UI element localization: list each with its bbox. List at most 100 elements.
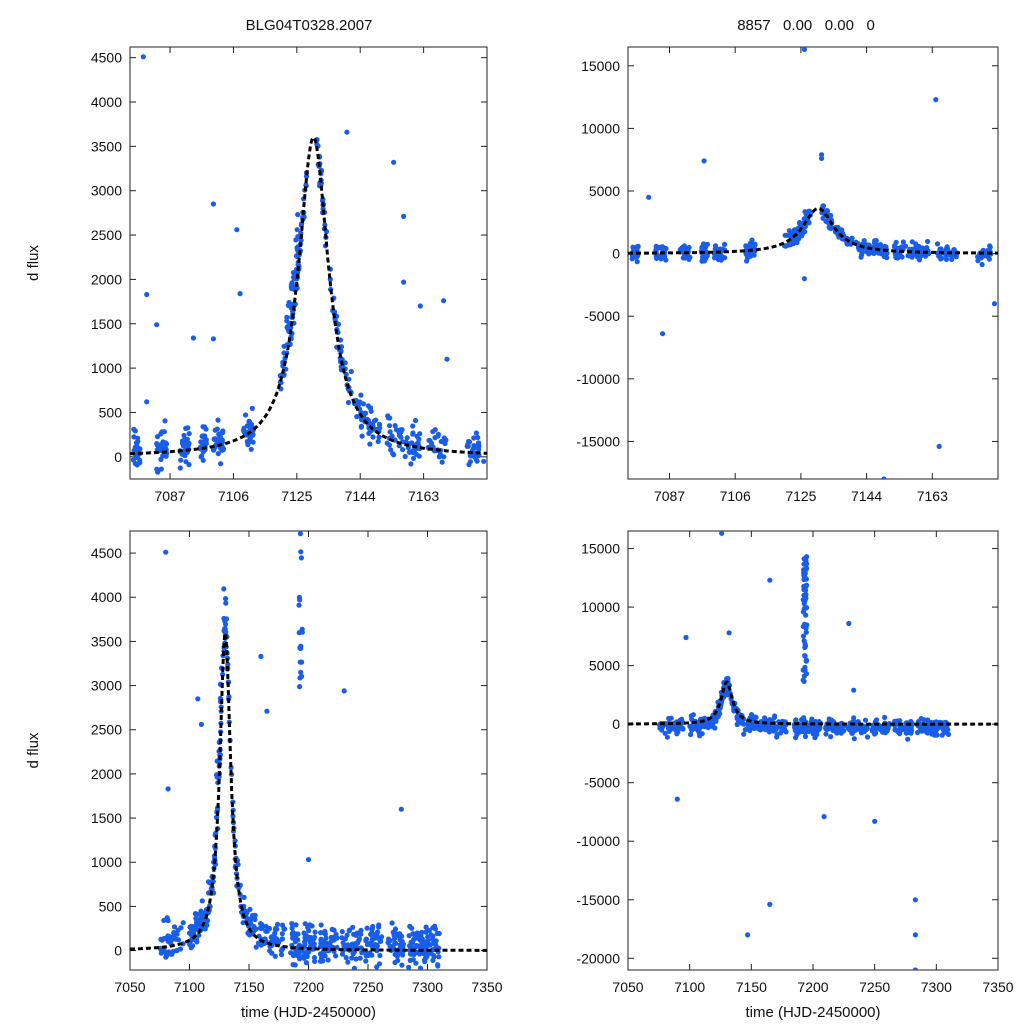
data-point [220, 429, 226, 436]
data-point [235, 861, 241, 868]
data-point [882, 714, 888, 721]
data-point [653, 243, 659, 249]
data-point [370, 923, 376, 930]
data-point [704, 253, 710, 260]
x-tick-label: 7100 [674, 979, 705, 995]
data-point [186, 431, 192, 437]
plot-frame [129, 46, 488, 480]
data-point [379, 934, 385, 940]
data-point [304, 949, 310, 955]
data-point [374, 942, 380, 948]
data-point [680, 726, 686, 732]
data-point [302, 939, 308, 945]
data-point [419, 936, 425, 942]
data-point [154, 434, 161, 440]
data-point [206, 880, 212, 886]
data-point [912, 932, 919, 938]
data-point [216, 431, 222, 437]
data-point [135, 454, 141, 460]
data-point [144, 291, 150, 298]
data-point [925, 238, 931, 245]
y-tick-label: 2000 [91, 271, 122, 287]
x-tick-label: 7200 [797, 979, 828, 995]
data-point [802, 209, 808, 215]
data-point [293, 936, 299, 942]
data-point [803, 629, 809, 635]
data-point [674, 796, 680, 802]
data-point [264, 708, 270, 714]
plot-area [130, 531, 487, 970]
data-point [297, 659, 303, 665]
data-point [398, 427, 404, 433]
data-point [296, 602, 302, 608]
data-point [222, 618, 228, 624]
data-point [376, 961, 383, 967]
data-point [851, 736, 857, 742]
data-point [339, 951, 346, 957]
data-point [134, 462, 140, 468]
data-point [417, 965, 424, 970]
data-point [821, 814, 827, 820]
data-point [244, 909, 250, 916]
x-tick-label: 7250 [859, 979, 890, 995]
data-point [417, 951, 423, 957]
x-tick-label: 7300 [921, 979, 952, 995]
data-point [130, 457, 136, 463]
y-tick-label: 0 [612, 716, 620, 732]
data-point [949, 256, 955, 262]
data-point [163, 441, 170, 447]
data-point [819, 152, 825, 158]
data-point [223, 596, 229, 602]
data-point [701, 158, 707, 164]
data-point [204, 922, 210, 928]
x-tick-label: 7150 [233, 979, 264, 995]
data-point [820, 203, 826, 209]
data-point [825, 208, 831, 214]
data-point [317, 958, 324, 964]
y-tick-label: 15000 [581, 58, 620, 74]
data-point [881, 253, 887, 259]
data-point [689, 716, 695, 723]
data-point [192, 911, 198, 917]
data-point [353, 956, 359, 962]
data-point [241, 894, 247, 901]
data-point [747, 727, 753, 734]
data-point [212, 436, 219, 442]
data-point [140, 54, 146, 60]
data-point [717, 711, 723, 717]
data-point [386, 423, 393, 429]
data-point [341, 688, 347, 694]
data-point [466, 438, 472, 445]
data-point [653, 247, 659, 253]
y-tick-label: 1500 [91, 810, 122, 826]
data-point [846, 620, 852, 627]
data-point [391, 452, 397, 458]
data-point [367, 405, 373, 411]
x-tick-label: 7350 [982, 979, 1013, 995]
data-point [431, 940, 437, 947]
data-point [859, 252, 865, 258]
data-point [215, 417, 221, 423]
data-point [406, 933, 412, 939]
y-tick-label: 1000 [91, 854, 122, 870]
data-point [329, 926, 335, 933]
data-point [178, 457, 184, 463]
data-point [801, 638, 807, 644]
data-point [291, 275, 297, 282]
data-point [285, 302, 291, 308]
plot-frame [129, 530, 488, 971]
y-tick-label: -5000 [584, 308, 620, 324]
data-point [184, 436, 190, 442]
data-point [312, 929, 318, 935]
y-tick-label: 5000 [589, 183, 620, 199]
data-point [290, 931, 296, 937]
data-point [348, 368, 354, 375]
y-tick-label: 4500 [91, 545, 122, 561]
x-tick-label: 7163 [408, 488, 439, 504]
data-point [657, 725, 663, 731]
data-point [243, 412, 249, 418]
data-point [132, 428, 138, 434]
data-point [158, 950, 164, 956]
data-point [249, 405, 255, 411]
data-point [800, 724, 806, 731]
